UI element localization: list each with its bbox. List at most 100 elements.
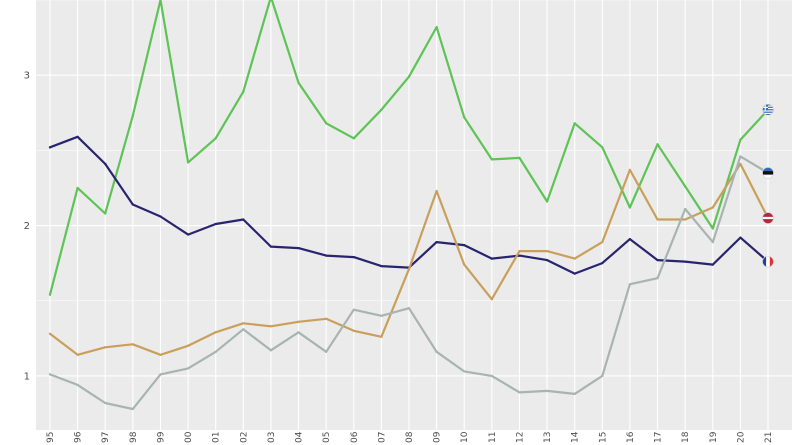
flag-part: [766, 256, 770, 268]
data-point: [684, 207, 687, 211]
x-tick-label: 00: [184, 431, 194, 443]
x-tick-label: 18: [681, 431, 691, 443]
greece-flag-icon: [762, 103, 774, 116]
data-point: [684, 260, 687, 263]
data-point: [131, 203, 134, 206]
data-point: [573, 272, 576, 275]
x-tick-label: 97: [101, 432, 111, 443]
data-point: [297, 320, 300, 323]
data-point: [463, 243, 466, 247]
data-point: [48, 146, 52, 149]
data-point: [131, 343, 134, 346]
data-point: [490, 158, 493, 161]
data-point: [242, 90, 245, 93]
data-point: [48, 293, 52, 296]
x-tick-label: 12: [515, 432, 525, 443]
data-point: [76, 353, 79, 356]
data-point: [104, 401, 107, 405]
gridlines: [36, 0, 792, 430]
data-point: [545, 259, 549, 262]
data-point: [104, 346, 107, 349]
data-point: [684, 185, 687, 188]
flag-part: [762, 167, 774, 172]
flag-part: [762, 171, 774, 175]
data-point: [352, 256, 355, 259]
data-point: [490, 257, 493, 260]
data-point: [242, 328, 245, 331]
data-point: [380, 314, 383, 317]
series-lines: [48, 0, 770, 411]
data-point: [545, 389, 549, 393]
data-point: [656, 218, 659, 221]
x-tick-label: 11: [488, 432, 498, 443]
data-point: [435, 25, 438, 29]
data-point: [297, 331, 300, 334]
data-point: [739, 162, 742, 165]
x-tick-label: 21: [764, 432, 774, 443]
x-tick-label: 07: [377, 432, 387, 443]
data-point: [656, 259, 659, 262]
y-tick-label: 1: [24, 371, 30, 382]
x-tick-label: 09: [433, 431, 443, 443]
data-point: [352, 308, 355, 311]
data-point: [242, 218, 245, 221]
data-point: [463, 263, 466, 266]
data-point: [104, 212, 107, 215]
data-point: [297, 246, 300, 250]
data-point: [186, 233, 190, 236]
data-point: [601, 240, 604, 244]
data-point: [131, 114, 134, 117]
data-point: [739, 155, 742, 158]
x-tick-label: 06: [350, 431, 360, 443]
data-point: [435, 350, 438, 353]
x-tick-label: 19: [709, 431, 719, 443]
data-point: [380, 108, 383, 111]
x-tick-label: 99: [156, 431, 166, 443]
data-point: [573, 122, 576, 125]
data-point: [186, 367, 190, 370]
data-point: [407, 268, 411, 271]
data-point: [573, 392, 576, 396]
legend-flags: [762, 103, 774, 268]
data-point: [325, 317, 328, 320]
data-point: [325, 350, 328, 353]
data-point: [325, 254, 328, 257]
flag-ring: [762, 167, 774, 179]
x-tick-label: 17: [654, 432, 664, 443]
data-point: [48, 373, 52, 376]
flag-ring: [762, 103, 774, 116]
flag-part: [762, 174, 774, 179]
data-point: [159, 0, 162, 2]
data-point: [214, 137, 217, 140]
flag-ring: [762, 255, 774, 268]
data-point: [159, 215, 162, 218]
x-tick-label: 03: [267, 432, 277, 443]
x-tick-label: 15: [598, 432, 608, 443]
data-point: [656, 143, 659, 146]
data-point: [656, 277, 659, 280]
data-point: [628, 283, 632, 286]
data-point: [186, 344, 190, 347]
data-point: [407, 307, 411, 310]
data-point: [407, 75, 411, 78]
y-tick-label: 2: [24, 221, 30, 232]
data-point: [711, 227, 714, 230]
data-point: [297, 81, 300, 84]
x-tick-label: 05: [322, 432, 332, 443]
data-point: [214, 331, 217, 334]
data-point: [104, 162, 107, 165]
data-point: [48, 332, 52, 335]
x-tick-label: 96: [74, 431, 84, 443]
data-point: [76, 186, 79, 190]
data-point: [463, 116, 466, 119]
data-point: [628, 237, 632, 241]
flag-part: [762, 114, 774, 116]
flag-ring: [762, 212, 774, 224]
data-point: [518, 254, 521, 257]
data-point: [325, 122, 328, 125]
data-point: [159, 353, 162, 356]
data-point: [352, 137, 355, 140]
x-tick-label: 16: [626, 431, 636, 443]
data-point: [380, 265, 383, 268]
